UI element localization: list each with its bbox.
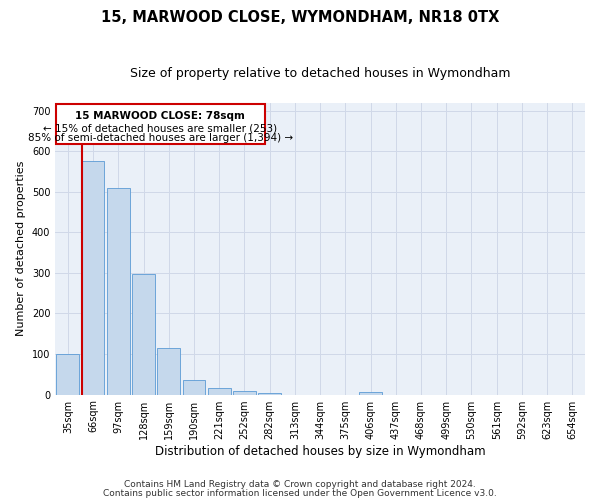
Bar (359, 392, 382, 394)
Bar (107, 188, 130, 394)
Text: ← 15% of detached houses are smaller (253): ← 15% of detached houses are smaller (25… (43, 123, 277, 133)
Text: 85% of semi-detached houses are larger (1,394) →: 85% of semi-detached houses are larger (… (28, 133, 293, 143)
Bar (132, 274, 155, 394)
Bar (56, 354, 79, 395)
X-axis label: Distribution of detached houses by size in Wymondham: Distribution of detached houses by size … (155, 444, 485, 458)
Text: Contains public sector information licensed under the Open Government Licence v3: Contains public sector information licen… (103, 488, 497, 498)
Bar (82, 162, 104, 394)
Title: Size of property relative to detached houses in Wymondham: Size of property relative to detached ho… (130, 68, 511, 80)
Y-axis label: Number of detached properties: Number of detached properties (16, 161, 26, 336)
Text: 15, MARWOOD CLOSE, WYMONDHAM, NR18 0TX: 15, MARWOOD CLOSE, WYMONDHAM, NR18 0TX (101, 10, 499, 25)
Bar (259, 392, 281, 394)
FancyBboxPatch shape (56, 104, 265, 144)
Bar (157, 348, 180, 395)
Bar (208, 388, 230, 394)
Text: Contains HM Land Registry data © Crown copyright and database right 2024.: Contains HM Land Registry data © Crown c… (124, 480, 476, 489)
Bar (182, 380, 205, 394)
Bar (233, 392, 256, 394)
Text: 15 MARWOOD CLOSE: 78sqm: 15 MARWOOD CLOSE: 78sqm (76, 111, 245, 121)
